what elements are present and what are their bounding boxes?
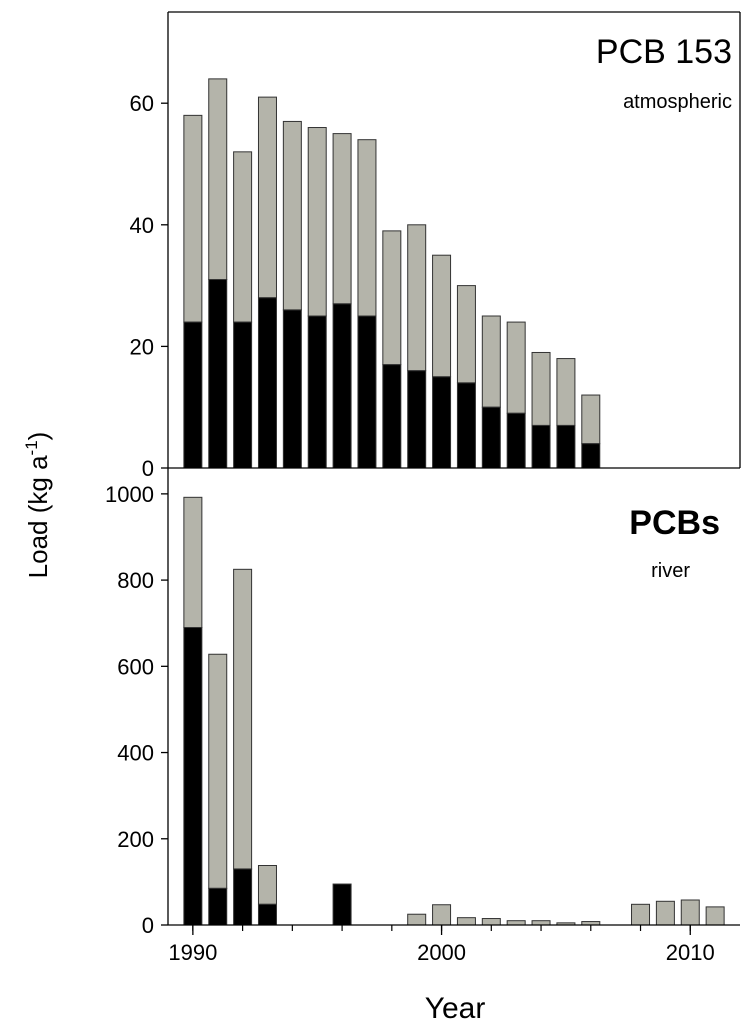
atm-bar-lower-2006: [581, 443, 601, 469]
riv-y-tick-label-800: 800: [117, 568, 154, 593]
atm-bar-lower-2000: [432, 376, 452, 469]
atmospheric-panel: 0 20 40 60: [130, 78, 601, 481]
riv-bar-upper-1990: [183, 496, 203, 629]
atm-bar-lower-1994: [282, 309, 302, 469]
riv-bar-upper-2010: [680, 899, 700, 926]
atm-bar-upper-2001: [456, 285, 476, 384]
atm-bar-upper-2004: [531, 351, 551, 426]
bottom-panel-title: PCBs: [629, 504, 720, 542]
atm-bar-upper-1995: [307, 127, 327, 317]
y-axis-title-main: Load (kg a: [23, 455, 53, 578]
atm-bar-lower-1995: [307, 315, 327, 469]
atm-bar-upper-2003: [506, 321, 526, 414]
atm-bar-lower-1996: [332, 303, 352, 469]
atm-bar-upper-1999: [407, 224, 427, 372]
riv-bar-lower-1996: [332, 883, 352, 926]
riv-bar-upper-1992: [233, 568, 253, 870]
riv-y-tick-label-200: 200: [117, 827, 154, 852]
riv-bar-upper-2002: [481, 918, 501, 926]
x-tick-label-2000: 2000: [417, 940, 466, 965]
atm-bar-upper-1991: [208, 78, 228, 281]
riv-bar-upper-2001: [456, 917, 476, 926]
atm-bar-lower-1990: [183, 321, 203, 469]
atm-bar-lower-2005: [556, 424, 576, 469]
river-panel: 0 200 400 600 800 1000: [105, 482, 725, 938]
atm-bar-upper-1990: [183, 114, 203, 323]
atm-bar-lower-1997: [357, 315, 377, 469]
x-tick-label-2010: 2010: [666, 940, 715, 965]
atm-bar-upper-1996: [332, 133, 352, 305]
bottom-panel-subtitle: river: [651, 560, 690, 582]
atm-bar-lower-1998: [382, 364, 402, 469]
top-panel-title: PCB 153: [596, 33, 732, 71]
riv-bar-upper-2009: [655, 900, 675, 926]
atm-bar-upper-2000: [432, 254, 452, 378]
riv-bar-upper-1991: [208, 653, 228, 889]
atm-bar-upper-2006: [581, 394, 601, 445]
riv-bar-lower-1992: [233, 868, 253, 926]
atm-bar-lower-1993: [257, 297, 277, 469]
riv-bar-upper-2008: [631, 903, 651, 926]
riv-bar-upper-2000: [432, 904, 452, 926]
atm-bar-lower-2004: [531, 424, 551, 469]
y-axis-title: Load (kg a-1): [22, 432, 53, 579]
riv-bar-upper-2011: [705, 906, 725, 926]
y-axis-title-exponent: -1: [22, 440, 41, 455]
atm-bar-lower-1999: [407, 370, 427, 469]
riv-y-tick-label-400: 400: [117, 741, 154, 766]
riv-bar-lower-1991: [208, 887, 228, 926]
top-panel-subtitle: atmospheric: [623, 91, 732, 113]
x-axis-title: Year: [425, 992, 486, 1025]
riv-bar-lower-1990: [183, 627, 203, 926]
riv-bar-upper-1999: [407, 913, 427, 926]
x-tick-label-1990: 1990: [168, 940, 217, 965]
atm-bar-upper-1993: [257, 96, 277, 299]
atm-bar-lower-1992: [233, 321, 253, 469]
atm-bar-upper-1992: [233, 151, 253, 323]
atm-y-tick-label-20: 20: [130, 334, 154, 359]
atm-y-tick-label-0: 0: [142, 456, 154, 481]
atm-bar-lower-2003: [506, 412, 526, 469]
atm-bar-upper-1994: [282, 120, 302, 311]
atm-bar-upper-1997: [357, 139, 377, 317]
y-axis-title-close: ): [23, 432, 53, 441]
atm-y-tick-label-60: 60: [130, 91, 154, 116]
atm-y-tick-label-40: 40: [130, 213, 154, 238]
atm-bar-lower-1991: [208, 279, 228, 469]
plot-frame: 1990 2000 2010: [167, 11, 741, 965]
atm-bar-upper-2005: [556, 358, 576, 426]
atm-bar-upper-2002: [481, 315, 501, 408]
riv-y-tick-label-600: 600: [117, 654, 154, 679]
atm-bar-lower-2001: [456, 382, 476, 469]
atm-bar-upper-1998: [382, 230, 402, 366]
riv-bar-upper-1993: [257, 865, 277, 905]
atm-bar-lower-2002: [481, 406, 501, 469]
riv-y-tick-label-1000: 1000: [105, 482, 154, 507]
riv-y-tick-label-0: 0: [142, 913, 154, 938]
riv-bar-lower-1993: [257, 903, 277, 926]
